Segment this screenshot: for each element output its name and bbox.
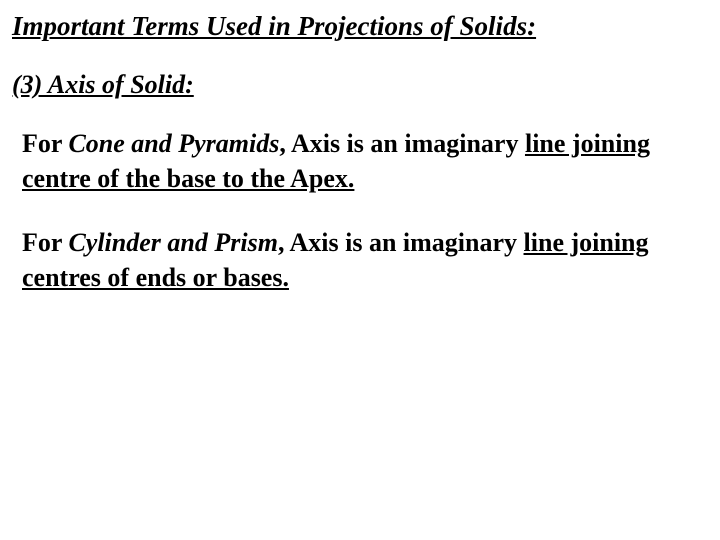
definition-cone-pyramid: For Cone and Pyramids, Axis is an imagin…	[12, 126, 708, 196]
text-lead: For	[22, 129, 68, 158]
text-mid: , Axis is an imaginary	[279, 129, 525, 158]
text-emphasis: Cone and Pyramids	[68, 129, 279, 158]
page-title: Important Terms Used in Projections of S…	[12, 10, 708, 42]
section-heading: (3) Axis of Solid:	[12, 70, 708, 100]
definition-cylinder-prism: For Cylinder and Prism, Axis is an imagi…	[12, 225, 708, 295]
text-lead: For	[22, 228, 68, 257]
slide-container: Important Terms Used in Projections of S…	[0, 0, 720, 540]
text-emphasis: Cylinder and Prism	[68, 228, 277, 257]
text-mid: , Axis is an imaginary	[278, 228, 524, 257]
